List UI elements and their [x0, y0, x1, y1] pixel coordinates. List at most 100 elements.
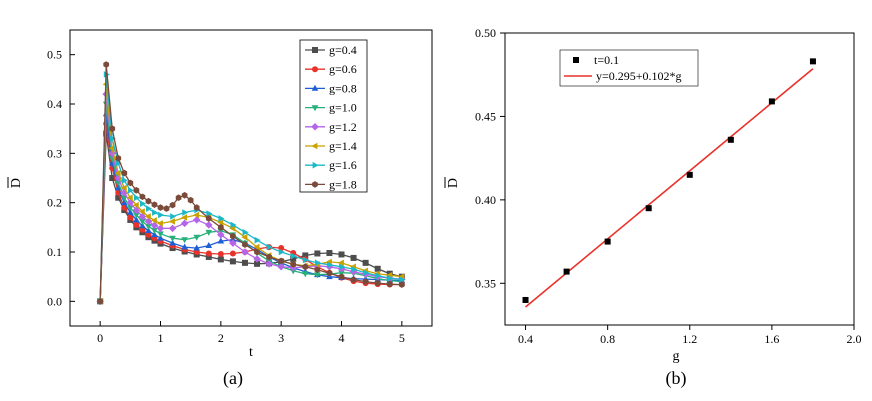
data-point: [187, 196, 194, 204]
data-point: [374, 279, 381, 287]
data-point: [230, 232, 236, 240]
a-y-tick-label: 0.0: [47, 294, 62, 308]
data-point: [375, 272, 382, 279]
data-point: [181, 243, 188, 250]
data-point: [229, 258, 236, 265]
data-point: [254, 236, 261, 244]
data-point: [205, 221, 213, 229]
b-y-tick-label: 0.50: [475, 26, 496, 40]
data-point: [314, 272, 321, 279]
data-point: [121, 177, 128, 184]
data-point: [205, 241, 213, 248]
data-point: [253, 243, 260, 251]
data-point: [169, 201, 176, 209]
b-plot-group: [522, 58, 816, 308]
data-point: [193, 211, 200, 219]
legend-marker: [311, 105, 319, 112]
data-point: [121, 195, 128, 202]
data-point: [314, 266, 321, 274]
legend-marker: [311, 84, 319, 91]
data-point: [139, 226, 146, 233]
data-point: [205, 229, 213, 236]
data-point: [266, 253, 272, 261]
b-y-tick-label: 0.40: [475, 193, 496, 207]
a-y-tick-label: 0.4: [47, 97, 62, 111]
data-point: [169, 235, 176, 242]
data-point: [127, 208, 134, 215]
legend-label: g=1.2: [329, 120, 357, 134]
data-point: [302, 252, 309, 259]
data-point: [193, 234, 200, 241]
a-x-tick-label: 0: [97, 331, 103, 345]
b-y-axis-label-group: D: [444, 177, 461, 188]
data-point: [363, 269, 370, 277]
data-point: [278, 248, 285, 256]
data-point: [217, 219, 224, 226]
data-point: [127, 214, 134, 221]
b-y-axis-label: D: [446, 178, 461, 188]
data-point: [151, 227, 158, 234]
legend-entry: g=0.4: [305, 43, 357, 57]
legend-label: g=1.4: [329, 139, 357, 153]
data-point: [242, 241, 248, 248]
data-point: [168, 224, 177, 233]
data-point: [290, 252, 297, 260]
data-point: [218, 215, 225, 222]
data-point: [399, 276, 406, 283]
data-point: [157, 204, 164, 211]
data-point: [145, 223, 152, 230]
series-line: [99, 64, 402, 302]
legend-marker: [311, 123, 319, 131]
data-point: [253, 255, 261, 263]
data-point: [139, 222, 146, 229]
data-point: [338, 270, 345, 277]
a-y-axis-label-group: D: [7, 177, 24, 188]
data-point: [127, 187, 134, 194]
data-point: [277, 263, 285, 271]
legend-entry-scatter: t=0.1: [573, 53, 619, 67]
legend-label: g=1.6: [329, 158, 357, 172]
a-x-tick-label: 4: [339, 331, 345, 345]
legend-label: y=0.295+0.102*g: [596, 69, 682, 83]
data-point: [144, 217, 153, 226]
legend-entry-fit: y=0.295+0.102*g: [564, 69, 682, 83]
a-x-tick-label: 5: [399, 331, 405, 345]
data-point: [326, 249, 333, 256]
data-point: [157, 234, 164, 241]
scatter-point: [727, 136, 734, 143]
data-point: [150, 217, 157, 224]
data-point: [114, 169, 121, 177]
data-point: [241, 233, 248, 241]
scatter-point: [645, 205, 652, 212]
data-point: [133, 216, 140, 223]
legend-entry: g=1.8: [305, 177, 357, 191]
series-g=1.6: [97, 71, 406, 305]
data-point: [241, 248, 249, 256]
data-point: [180, 219, 189, 228]
scatter-point: [768, 98, 775, 105]
data-point: [150, 221, 159, 230]
data-point: [132, 206, 141, 214]
data-point: [387, 274, 394, 282]
data-point: [192, 216, 201, 224]
legend-label: g=1.8: [329, 177, 357, 191]
data-point: [217, 224, 224, 231]
data-point: [302, 271, 309, 278]
data-point: [254, 248, 260, 256]
data-point: [206, 210, 213, 217]
data-point: [144, 213, 151, 220]
data-point: [120, 184, 127, 192]
data-point: [133, 221, 140, 228]
data-point: [205, 250, 212, 257]
b-x-tick-label: 2.0: [847, 332, 862, 346]
data-point: [338, 251, 345, 258]
data-point: [182, 209, 189, 216]
data-point: [133, 187, 140, 194]
data-point: [152, 209, 159, 216]
data-point: [156, 224, 165, 233]
a-caption: (a): [223, 368, 243, 389]
legend-marker: [312, 181, 318, 188]
scatter-point: [563, 268, 570, 275]
data-point: [362, 278, 369, 285]
legend-label: g=0.8: [329, 81, 357, 95]
